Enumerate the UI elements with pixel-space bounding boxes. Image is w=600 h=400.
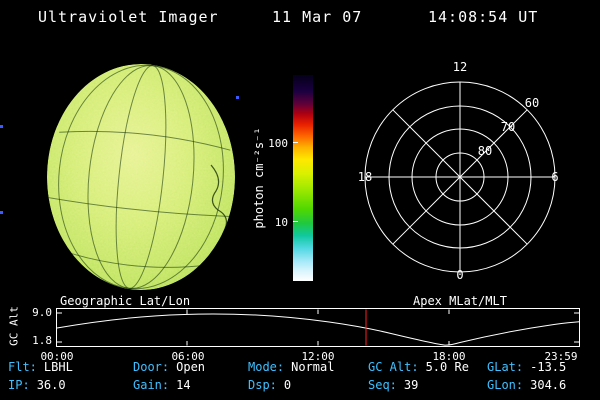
uv-earth-image — [47, 64, 235, 290]
status-door: Door: Open — [133, 360, 205, 374]
status-mode-label: Mode: — [248, 360, 285, 374]
status-gc-alt-value: 5.0 Re — [425, 360, 469, 374]
uv-speckle-texture — [47, 64, 235, 290]
status-door-value: Open — [176, 360, 206, 374]
status-ip: IP: 36.0 — [8, 378, 66, 392]
status-gain-value: 14 — [176, 378, 191, 392]
mlat-label-60: 60 — [525, 96, 539, 110]
gc-alt-time-plot — [56, 308, 580, 347]
noise-pixel — [0, 125, 3, 128]
xaxis-tick-1200: 12:00 — [301, 350, 335, 363]
yaxis-max-label: 9.0 — [32, 306, 52, 319]
yaxis-title: GC Alt — [7, 306, 21, 346]
polar-grid — [364, 81, 556, 273]
colorbar-tick-100: 100 — [268, 137, 288, 150]
apex-panel-caption: Apex MLat/MLT — [413, 294, 507, 308]
mlat-label-80: 80 — [478, 144, 492, 158]
xaxis-tick-0000: 00:00 — [40, 350, 74, 363]
mlt-label-0: 0 — [456, 268, 463, 281]
xaxis-tick-0600: 06:00 — [171, 350, 205, 363]
mlt-label-18: 18 — [358, 170, 372, 184]
status-ip-label: IP: — [8, 378, 30, 392]
mlat-label-70: 70 — [501, 120, 515, 134]
plot-ticks — [57, 309, 579, 346]
status-gc-alt-label: GC Alt: — [368, 360, 419, 374]
status-glat: GLat: -13.5 — [487, 360, 566, 374]
xaxis-tick-1800: 18:00 — [432, 350, 466, 363]
app-title: Ultraviolet Imager — [38, 8, 219, 26]
status-seq: Seq: 39 — [368, 378, 418, 392]
status-mode-value: Normal — [291, 360, 335, 374]
colorbar-tick-10: 10 — [274, 216, 288, 229]
geo-panel-caption: Geographic Lat/Lon — [60, 294, 191, 308]
latlon-grid — [47, 64, 231, 290]
status-door-label: Door: — [133, 360, 170, 374]
status-filter: Flt: LBHL — [8, 360, 73, 374]
colorbar — [293, 75, 313, 281]
mlt-label-12: 12 — [453, 60, 467, 74]
apex-polar-plot: 12 0 18 6 60 70 80 — [358, 60, 559, 281]
mlt-label-6: 6 — [551, 170, 558, 184]
colorbar-tickmark — [293, 142, 298, 143]
status-seq-label: Seq: — [368, 378, 397, 392]
status-glat-label: GLat: — [487, 360, 524, 374]
noise-pixel — [0, 211, 3, 214]
xaxis-tick-2359: 23:59 — [544, 350, 578, 363]
status-glon-value: 304.6 — [530, 378, 567, 392]
status-dsp-value: 0 — [283, 378, 292, 392]
colorbar-units-label: photon cm⁻²s⁻¹ — [252, 127, 266, 229]
colorbar-tickmark — [293, 221, 298, 222]
plot-frame — [56, 308, 580, 347]
status-mode: Mode: Normal — [248, 360, 334, 374]
status-gain: Gain: 14 — [133, 378, 191, 392]
header-date: 11 Mar 07 — [272, 8, 363, 26]
status-glat-value: -13.5 — [530, 360, 567, 374]
header-time: 14:08:54 UT — [428, 8, 539, 26]
status-dsp: Dsp: 0 — [248, 378, 291, 392]
status-gain-label: Gain: — [133, 378, 170, 392]
status-ip-value: 36.0 — [36, 378, 66, 392]
status-seq-value: 39 — [403, 378, 419, 392]
gc-alt-curve — [56, 313, 580, 346]
status-filter-label: Flt: — [8, 360, 37, 374]
status-glon: GLon: 304.6 — [487, 378, 566, 392]
noise-pixel — [236, 96, 239, 99]
status-glon-label: GLon: — [487, 378, 524, 392]
status-dsp-label: Dsp: — [248, 378, 277, 392]
yaxis-min-label: 1.8 — [32, 334, 52, 347]
status-filter-value: LBHL — [43, 360, 73, 374]
status-gc-alt: GC Alt: 5.0 Re — [368, 360, 469, 374]
